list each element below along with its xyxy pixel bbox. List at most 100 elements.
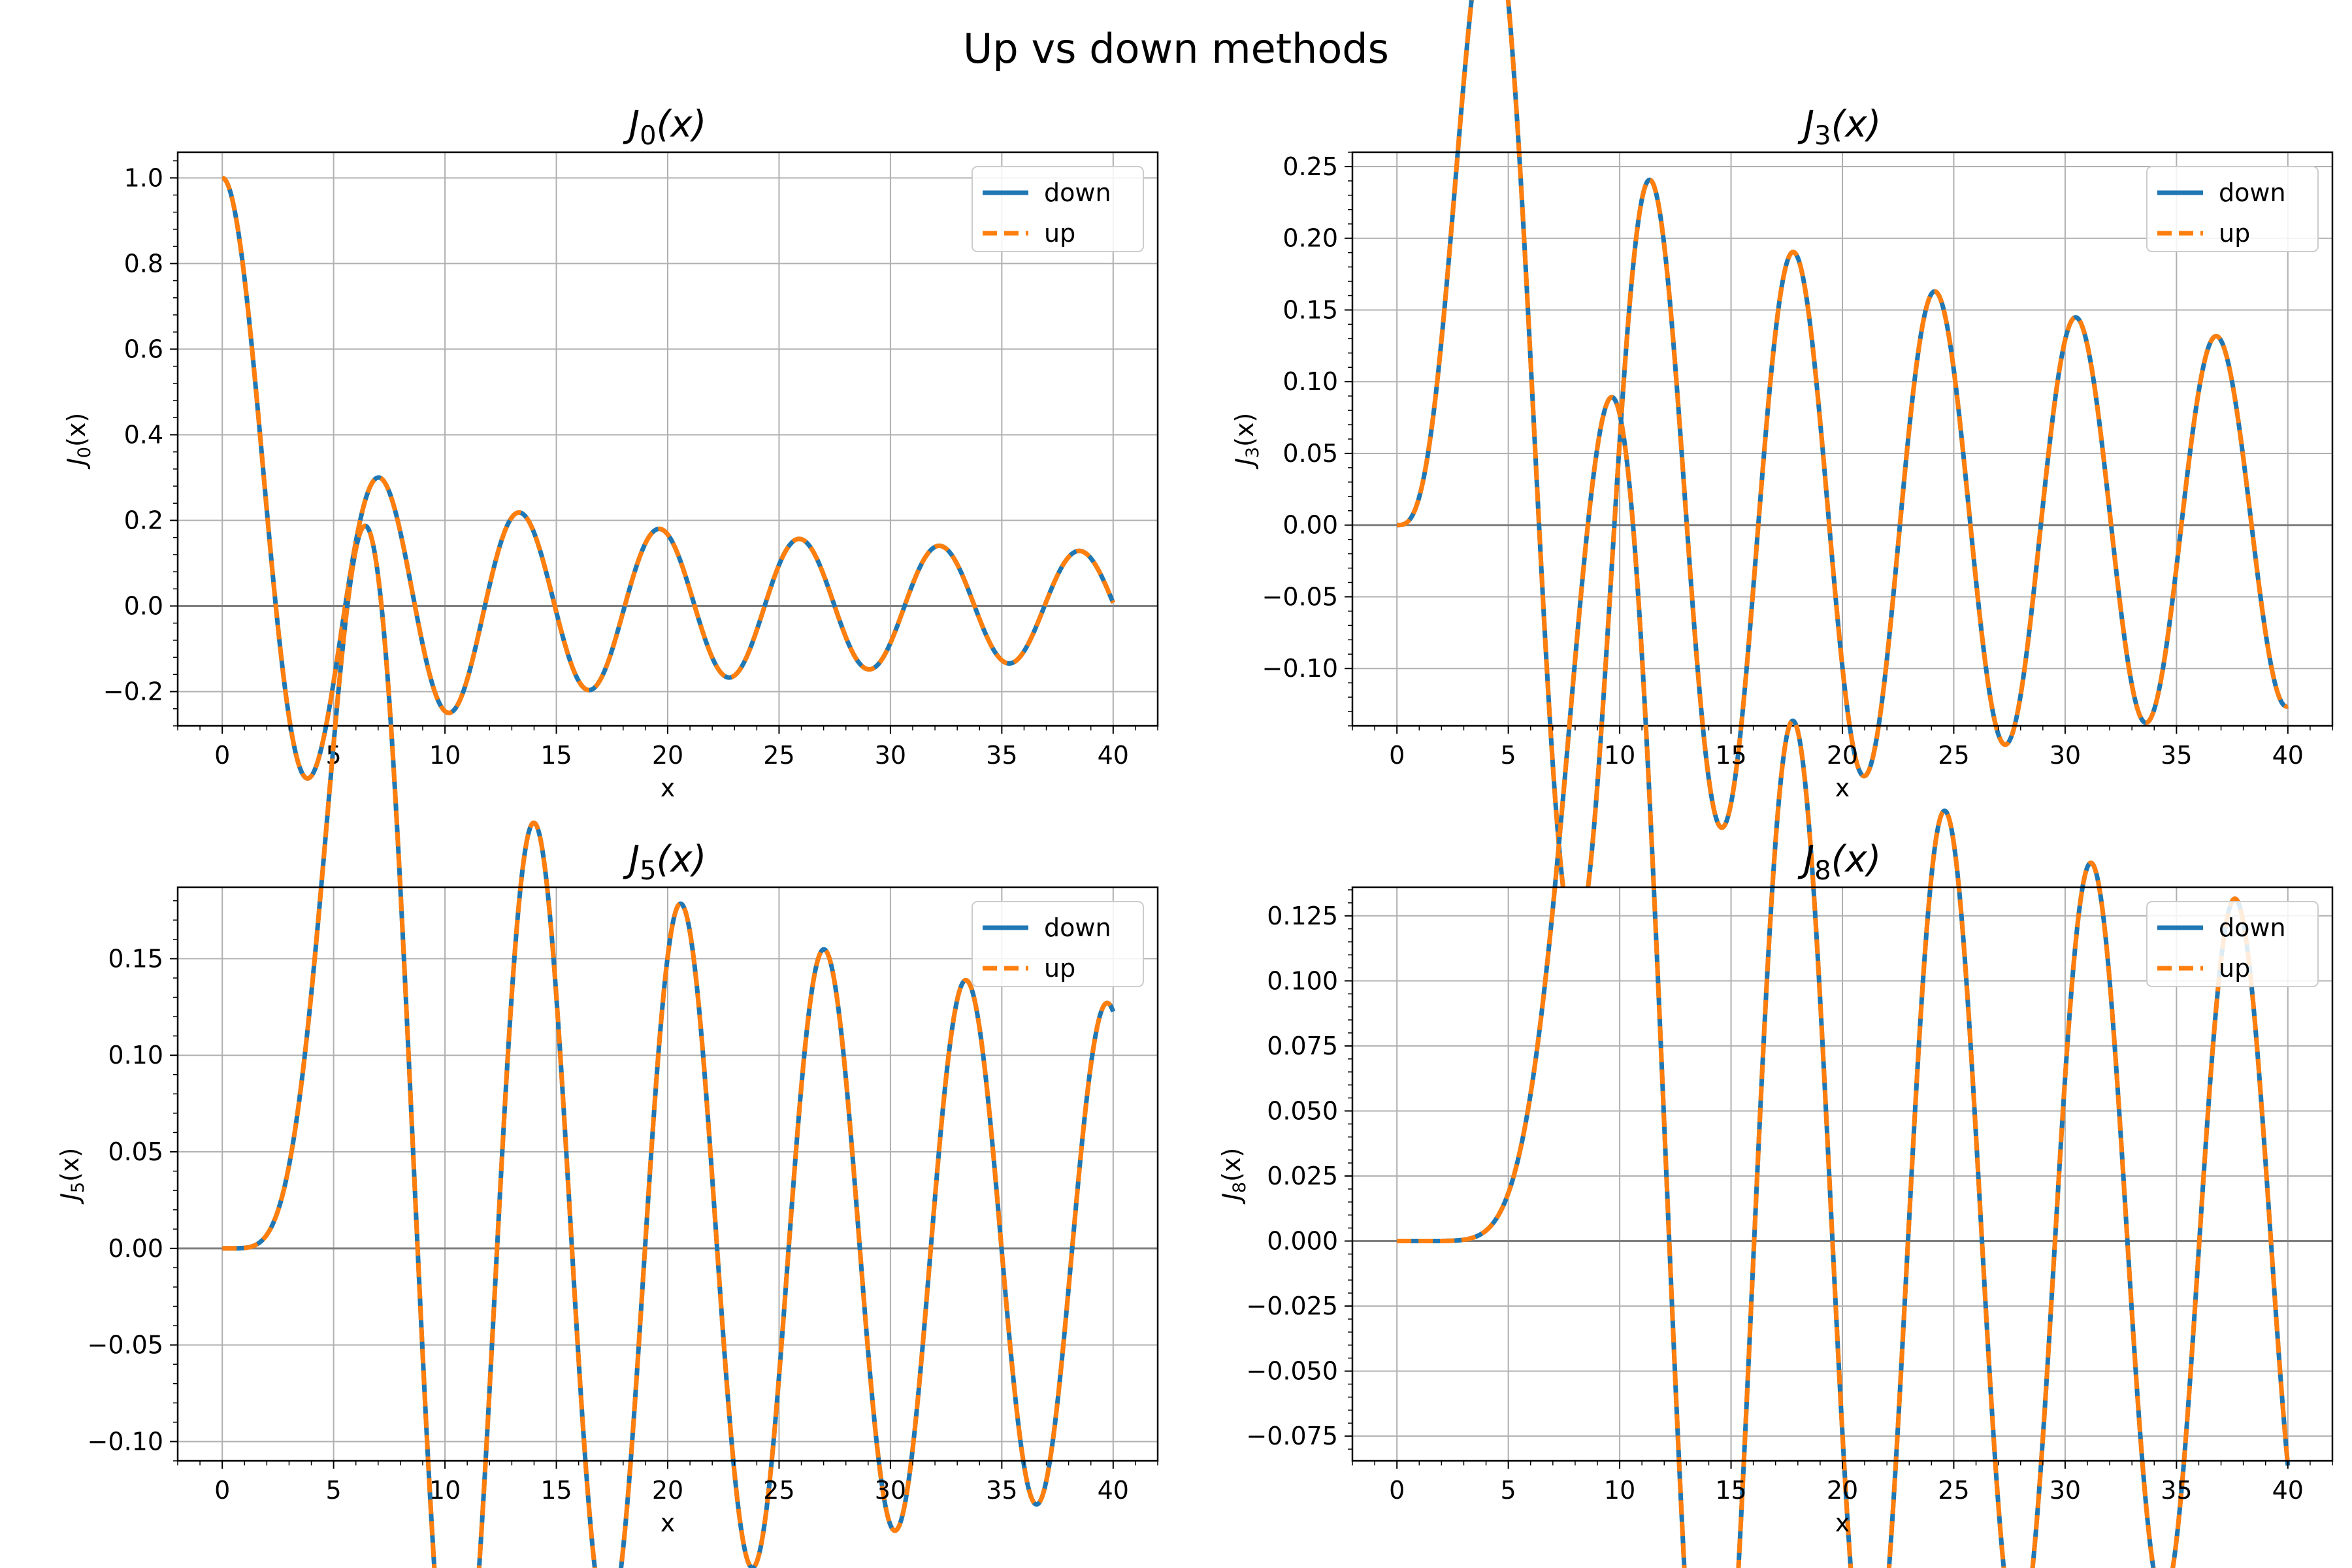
y-tick-label: −0.2 [103, 678, 163, 706]
x-axis-label: x [1835, 774, 1850, 802]
legend-label-up: up [2219, 954, 2250, 983]
y-tick-label: 0.15 [108, 944, 163, 973]
y-axis-label: J3(x) [1230, 413, 1263, 470]
y-axis-label: J0(x) [62, 413, 95, 470]
x-tick-label: 0 [1389, 741, 1405, 770]
x-tick-label: 10 [429, 1476, 461, 1505]
legend-label-up: up [1044, 954, 1075, 983]
y-tick-label: 0.00 [108, 1234, 163, 1263]
series-up-line [220, 175, 1116, 781]
x-tick-label: 0 [214, 741, 230, 770]
y-tick-label: 1.0 [124, 163, 163, 192]
x-axis-label: x [661, 1509, 676, 1537]
x-tick-label: 15 [540, 741, 572, 770]
x-tick-label: 30 [875, 741, 906, 770]
legend-label-up: up [1044, 219, 1075, 248]
series-up-line [1395, 395, 2291, 1568]
y-tick-label: 0.20 [1282, 224, 1338, 253]
subplot-j0: 0 5 10 15 20 25 30 35 40−0.20.00.20.40.60.81.0xJ… [62, 103, 1159, 802]
y-tick-label: 0.000 [1267, 1227, 1338, 1256]
legend-label-down: down [2219, 913, 2286, 942]
legend-label-down: down [2219, 178, 2286, 207]
x-tick-label: 20 [652, 1476, 683, 1505]
x-tick-label: 20 [1827, 1476, 1858, 1505]
y-tick-label: 0.8 [124, 249, 163, 278]
subplot-j8: 0 5 10 15 20 25 30 35 40−0.075−0.050−0.0250.0000… [1217, 395, 2334, 1568]
y-tick-label: −0.075 [1246, 1422, 1338, 1450]
x-tick-label: 0 [214, 1476, 230, 1505]
y-tick-label: 0.2 [124, 506, 163, 534]
subplot-title: J0(x) [623, 103, 707, 151]
y-tick-label: 0.10 [108, 1041, 163, 1070]
x-tick-label: 20 [1827, 741, 1858, 770]
y-tick-label: 0.05 [108, 1137, 163, 1166]
x-tick-label: 30 [2050, 741, 2081, 770]
x-axis-label: x [661, 774, 676, 802]
x-tick-label: 40 [2272, 741, 2304, 770]
y-tick-label: 0.050 [1267, 1096, 1338, 1125]
y-tick-label: 0.10 [1282, 367, 1338, 396]
legend: down up [2146, 901, 2319, 987]
x-tick-label: 35 [986, 1476, 1017, 1505]
y-tick-label: −0.05 [1262, 582, 1338, 611]
x-tick-label: 15 [1715, 741, 1746, 770]
legend: down up [972, 166, 1144, 252]
x-tick-label: 40 [1098, 741, 1129, 770]
subplot-title: J5(x) [623, 838, 707, 886]
x-tick-label: 25 [763, 741, 794, 770]
y-tick-label: −0.05 [88, 1331, 163, 1360]
y-axis-label: J8(x) [1217, 1148, 1250, 1205]
x-axis-label: x [1835, 1509, 1850, 1537]
y-tick-label: −0.10 [88, 1427, 163, 1456]
x-tick-label: 35 [986, 741, 1017, 770]
legend-box [972, 166, 1144, 252]
x-tick-label: 10 [429, 741, 461, 770]
x-tick-label: 25 [1938, 741, 1969, 770]
y-tick-label: 0.25 [1282, 152, 1338, 181]
y-tick-label: 0.6 [124, 335, 163, 363]
legend: down up [972, 901, 1144, 987]
subplot-j5: 0 5 10 15 20 25 30 35 40−0.10−0.050.000.050.100.… [56, 523, 1159, 1568]
subplot-j3: 0 5 10 15 20 25 30 35 40 −0.10 −0.05 0.00 0.05 0.10 0.… [1230, 0, 2334, 945]
y-tick-label: −0.050 [1246, 1357, 1338, 1386]
series-up-line [1395, 0, 2290, 945]
x-tick-label: 35 [2161, 741, 2192, 770]
x-tick-label: 15 [1715, 1476, 1746, 1505]
x-tick-label: 20 [652, 741, 683, 770]
x-tick-label: 15 [540, 1476, 572, 1505]
y-tick-label: 0.05 [1282, 439, 1338, 468]
x-tick-label: 30 [875, 1476, 906, 1505]
y-tick-label: 0.025 [1267, 1162, 1338, 1190]
x-tick-label: 5 [1501, 1476, 1516, 1505]
x-tick-label: 0 [1389, 1476, 1405, 1505]
y-tick-label: 0.125 [1267, 902, 1338, 930]
y-tick-label: −0.10 [1262, 654, 1338, 683]
x-tick-label: 35 [2161, 1476, 2192, 1505]
x-tick-label: 10 [1604, 741, 1635, 770]
x-tick-label: 40 [1098, 1476, 1129, 1505]
legend-label-down: down [1044, 913, 1111, 942]
legend-box [972, 901, 1144, 987]
subplot-title: J3(x) [1797, 103, 1882, 151]
y-tick-label: 0.00 [1282, 511, 1338, 540]
subplot-title: J8(x) [1797, 838, 1882, 886]
y-tick-label: −0.025 [1246, 1292, 1338, 1320]
legend-box [2146, 166, 2319, 252]
y-tick-label: 0.100 [1267, 966, 1338, 995]
x-tick-label: 5 [326, 1476, 342, 1505]
x-tick-label: 30 [2050, 1476, 2081, 1505]
legend-box [2146, 901, 2319, 987]
figure-title: Up vs down methods [963, 25, 1389, 73]
x-tick-label: 5 [1501, 741, 1516, 770]
x-tick-label: 25 [1938, 1476, 1969, 1505]
y-tick-label: 0.15 [1282, 295, 1338, 324]
y-tick-label: 0.0 [124, 592, 163, 621]
x-tick-label: 40 [2272, 1476, 2304, 1505]
legend: down up [2146, 166, 2319, 252]
x-tick-label: 10 [1604, 1476, 1635, 1505]
legend-label-up: up [2219, 219, 2250, 248]
y-tick-label: 0.4 [124, 420, 163, 449]
x-tick-label: 25 [763, 1476, 794, 1505]
series-up-line [220, 523, 1116, 1568]
